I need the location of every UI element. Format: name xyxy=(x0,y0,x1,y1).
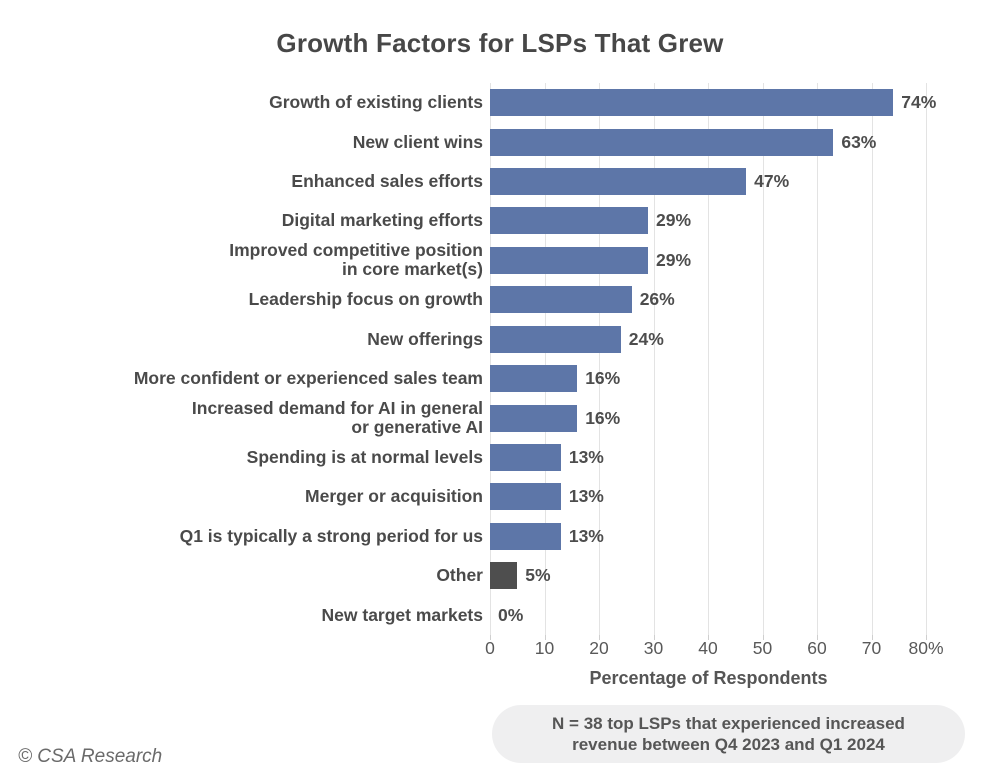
bar-rows: Growth of existing clients 74% New client … xyxy=(0,83,1000,635)
gridline xyxy=(544,83,546,635)
category-label: Increased demand for AI in general or ge… xyxy=(191,398,483,438)
value-label: 26% xyxy=(639,289,675,310)
category-label: New offerings xyxy=(367,328,483,349)
copyright-text: © CSA Research xyxy=(18,746,163,767)
gridline xyxy=(599,83,600,635)
x-axis-tickmark xyxy=(708,635,709,640)
gridline xyxy=(871,83,873,635)
gridline xyxy=(762,83,764,635)
gridline xyxy=(708,83,709,635)
x-axis-tickmark xyxy=(871,635,873,640)
x-axis-title: Percentage of Respondents xyxy=(589,668,828,688)
chart-row: Increased demand for AI in general or ge… xyxy=(0,398,1000,437)
bar xyxy=(490,207,649,235)
bar xyxy=(490,325,621,353)
bar xyxy=(490,522,561,550)
x-axis-tickmark xyxy=(490,635,491,640)
category-label: Other xyxy=(436,565,483,586)
chart-row: Growth of existing clients 74% xyxy=(0,83,1000,122)
category-label: Improved competitive position in core ma… xyxy=(229,240,483,280)
value-label: 5% xyxy=(525,565,551,586)
bar xyxy=(490,562,518,590)
bar xyxy=(490,246,649,274)
x-axis-tick-label: 60 xyxy=(807,638,827,658)
bar xyxy=(490,286,632,314)
x-axis-tick-label: 40 xyxy=(698,638,718,658)
x-axis-tick-label: 0 xyxy=(485,638,495,658)
sample-size-note: N = 38 top LSPs that experienced increas… xyxy=(492,705,965,763)
gridline xyxy=(926,83,927,635)
x-axis-tick-label: 50 xyxy=(752,638,773,658)
x-axis-tickmark xyxy=(926,635,927,640)
x-axis-tickmark xyxy=(544,635,546,640)
chart-row: New client wins 63% xyxy=(0,122,1000,161)
bar xyxy=(490,89,894,117)
value-label: 0% xyxy=(498,604,524,625)
value-label: 16% xyxy=(585,407,621,428)
value-label: 29% xyxy=(656,210,692,231)
chart-row: Improved competitive position in core ma… xyxy=(0,241,1000,280)
chart-row: More confident or experienced sales team… xyxy=(0,359,1000,398)
x-axis-tickmark xyxy=(653,635,655,640)
category-label: Leadership focus on growth xyxy=(248,289,483,310)
gridline xyxy=(653,83,655,635)
category-label: More confident or experienced sales team xyxy=(133,368,483,389)
x-axis-tick-label: 10 xyxy=(534,638,555,658)
category-label: Merger or acquisition xyxy=(305,486,483,507)
bar xyxy=(490,128,834,156)
category-label: Spending is at normal levels xyxy=(246,447,483,467)
value-label: 74% xyxy=(901,92,937,113)
value-label: 16% xyxy=(585,368,621,389)
value-label: 47% xyxy=(754,171,790,192)
gridline xyxy=(490,83,491,635)
chart-row: Enhanced sales efforts 47% xyxy=(0,162,1000,201)
value-label: 63% xyxy=(841,131,877,152)
category-label: Digital marketing efforts xyxy=(281,210,483,231)
x-axis-tickmark xyxy=(762,635,764,640)
chart-row: Digital marketing efforts 29% xyxy=(0,201,1000,240)
chart-row: New target markets 0% xyxy=(0,595,1000,634)
bar xyxy=(490,404,578,432)
x-axis-tick-label: 20 xyxy=(589,638,609,658)
x-axis-tick-label: 30 xyxy=(643,638,664,658)
value-label: 13% xyxy=(568,525,604,546)
gridline xyxy=(817,83,818,635)
chart-row: Other 5% xyxy=(0,556,1000,595)
chart-row: Spending is at normal levels 13% xyxy=(0,438,1000,477)
bar xyxy=(490,444,561,471)
x-axis-tickmark xyxy=(817,635,818,640)
chart-title: Growth Factors for LSPs That Grew xyxy=(276,28,724,58)
category-label: Q1 is typically a strong period for us xyxy=(179,525,483,546)
category-label: New target markets xyxy=(321,604,483,625)
x-axis-tick-label: 70 xyxy=(861,638,882,658)
bar xyxy=(490,168,747,196)
bar xyxy=(490,365,578,393)
chart-row: Leadership focus on growth 26% xyxy=(0,280,1000,319)
value-label: 24% xyxy=(628,328,664,349)
x-axis-tick-label: 80% xyxy=(908,638,944,658)
x-axis-tickmark xyxy=(599,635,600,640)
category-label: Enhanced sales efforts xyxy=(291,171,483,192)
category-label: Growth of existing clients xyxy=(269,92,483,113)
chart-row: Merger or acquisition 13% xyxy=(0,477,1000,516)
category-label: New client wins xyxy=(352,131,483,152)
chart-row: New offerings 24% xyxy=(0,320,1000,359)
value-label: 13% xyxy=(568,486,604,507)
value-label: 29% xyxy=(656,249,692,270)
chart-row: Q1 is typically a strong period for us 13… xyxy=(0,517,1000,556)
value-label: 13% xyxy=(568,447,604,467)
bar xyxy=(490,483,561,511)
